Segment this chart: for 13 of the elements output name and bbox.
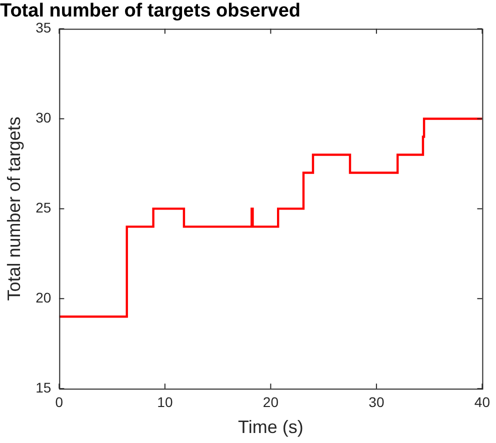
y-axis-title: Total number of targets xyxy=(4,116,24,301)
x-axis-title: Time (s) xyxy=(238,417,304,438)
x-tick-label: 20 xyxy=(262,394,279,410)
y-tick-label: 35 xyxy=(36,20,52,36)
y-tick-label: 30 xyxy=(36,110,52,126)
x-tick-label: 40 xyxy=(474,394,490,410)
chart-title: Total number of targets observed xyxy=(0,0,301,22)
x-tick-label: 0 xyxy=(55,394,64,410)
y-tick-label: 25 xyxy=(36,200,52,216)
x-tick-label: 30 xyxy=(368,394,384,410)
x-tick-label: 10 xyxy=(157,394,173,410)
y-tick-label: 15 xyxy=(36,379,52,396)
y-tick-label: 20 xyxy=(36,290,52,306)
